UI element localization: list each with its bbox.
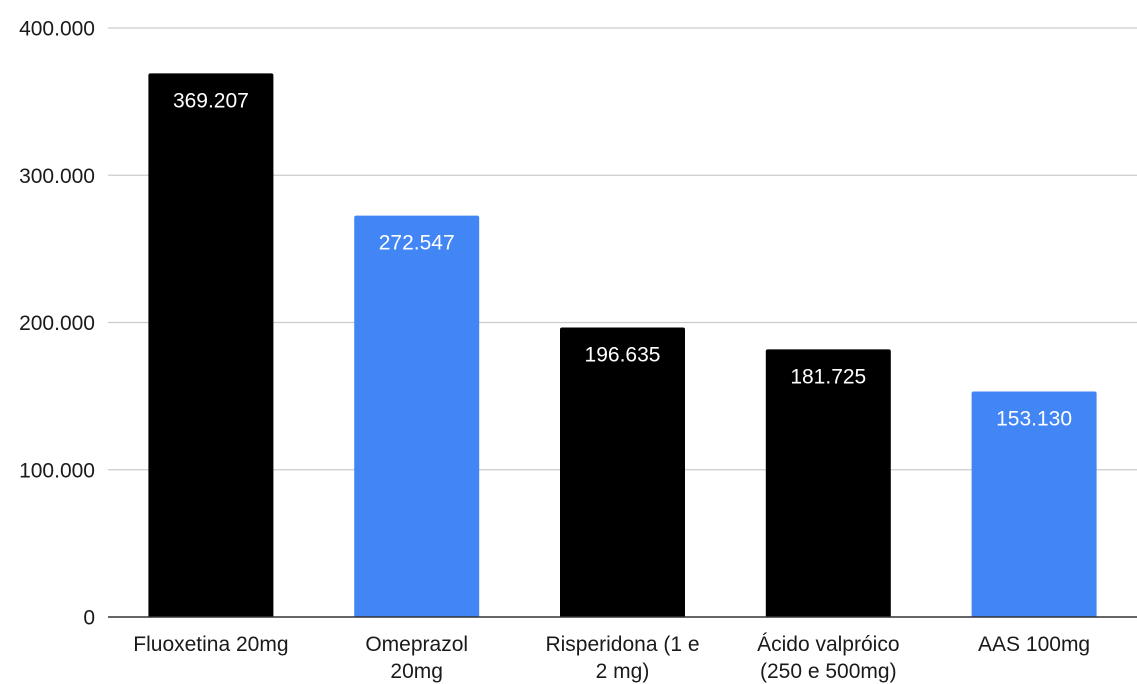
y-tick-label: 0 xyxy=(83,607,95,630)
x-axis-category-labels: Fluoxetina 20mg Omeprazol 20mg Risperidona … xyxy=(133,633,1090,683)
bar xyxy=(560,327,685,617)
bar xyxy=(765,349,891,617)
y-tick-label: 200.000 xyxy=(19,312,95,335)
bar xyxy=(354,215,480,617)
x-category-label-line: Fluoxetina 20mg xyxy=(133,633,288,656)
x-category-label-line: Ácido valpróico xyxy=(757,633,899,656)
x-category-label-line: (250 e 500mg) xyxy=(760,660,897,683)
y-tick-label: 300.000 xyxy=(19,165,95,188)
x-category-label-line: 20mg xyxy=(390,660,443,683)
x-category-label: Omeprazol 20mg xyxy=(365,633,468,683)
bar-value-label: 369.207 xyxy=(173,89,249,112)
x-category-label: Fluoxetina 20mg xyxy=(133,633,288,656)
x-category-label: Ácido valpróico (250 e 500mg) xyxy=(757,633,899,683)
x-category-label-line: 2 mg) xyxy=(596,660,650,683)
bar-value-label: 196.635 xyxy=(585,343,661,366)
bar-value-label: 272.547 xyxy=(379,232,455,255)
x-category-label-line: Risperidona (1 e xyxy=(545,633,699,656)
y-tick-label: 400.000 xyxy=(19,18,95,41)
y-axis-tick-labels: 0 100.000 200.000 300.000 400.000 xyxy=(19,18,95,630)
x-category-label: Risperidona (1 e 2 mg) xyxy=(545,633,699,683)
x-category-label-line: AAS 100mg xyxy=(978,633,1090,656)
x-category-label-line: Omeprazol xyxy=(365,633,468,656)
bar xyxy=(148,73,274,617)
bar-value-label: 153.130 xyxy=(996,408,1072,431)
bars: 369.207 272.547 196.635 181.725 153.130 xyxy=(148,73,1097,617)
bar xyxy=(971,391,1097,617)
y-tick-label: 100.000 xyxy=(19,459,95,482)
x-category-label: AAS 100mg xyxy=(978,633,1090,656)
bar-value-label: 181.725 xyxy=(790,365,866,388)
